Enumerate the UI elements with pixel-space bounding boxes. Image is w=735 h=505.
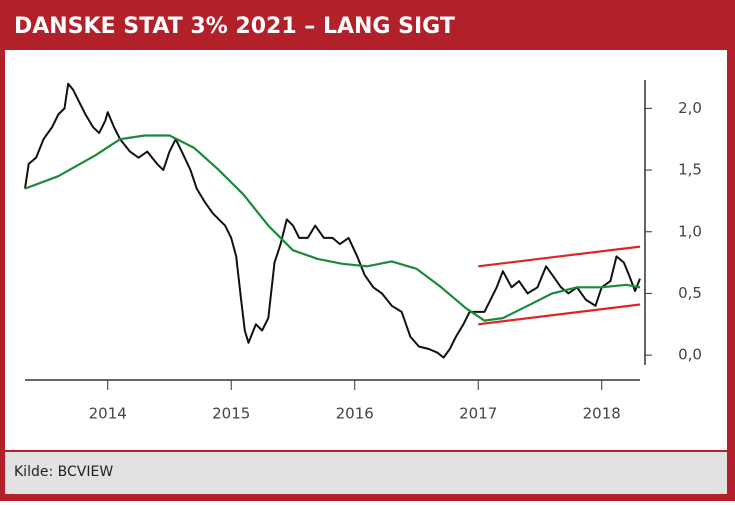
x-tick-label: 2015 — [212, 405, 250, 423]
y-tick-label: 0,5 — [678, 284, 702, 302]
y-tick-label: 0,0 — [678, 346, 702, 364]
series-line — [478, 303, 641, 326]
x-tick-label: 2018 — [583, 405, 621, 423]
series-line — [24, 134, 641, 322]
y-tick-label: 1,5 — [678, 161, 702, 179]
series-line — [478, 245, 641, 268]
footer — [5, 452, 727, 494]
series-line — [24, 82, 641, 359]
x-tick-label: 2017 — [459, 405, 497, 423]
y-tick-label: 1,0 — [678, 222, 702, 240]
y-tick-label: 2,0 — [678, 99, 702, 117]
x-tick-label: 2016 — [336, 405, 374, 423]
x-tick-label: 2014 — [89, 405, 127, 423]
chart-title: DANSKE STAT 3% 2021 – LANG SIGT — [14, 14, 455, 39]
source: Kilde: BCVIEW — [14, 464, 113, 480]
